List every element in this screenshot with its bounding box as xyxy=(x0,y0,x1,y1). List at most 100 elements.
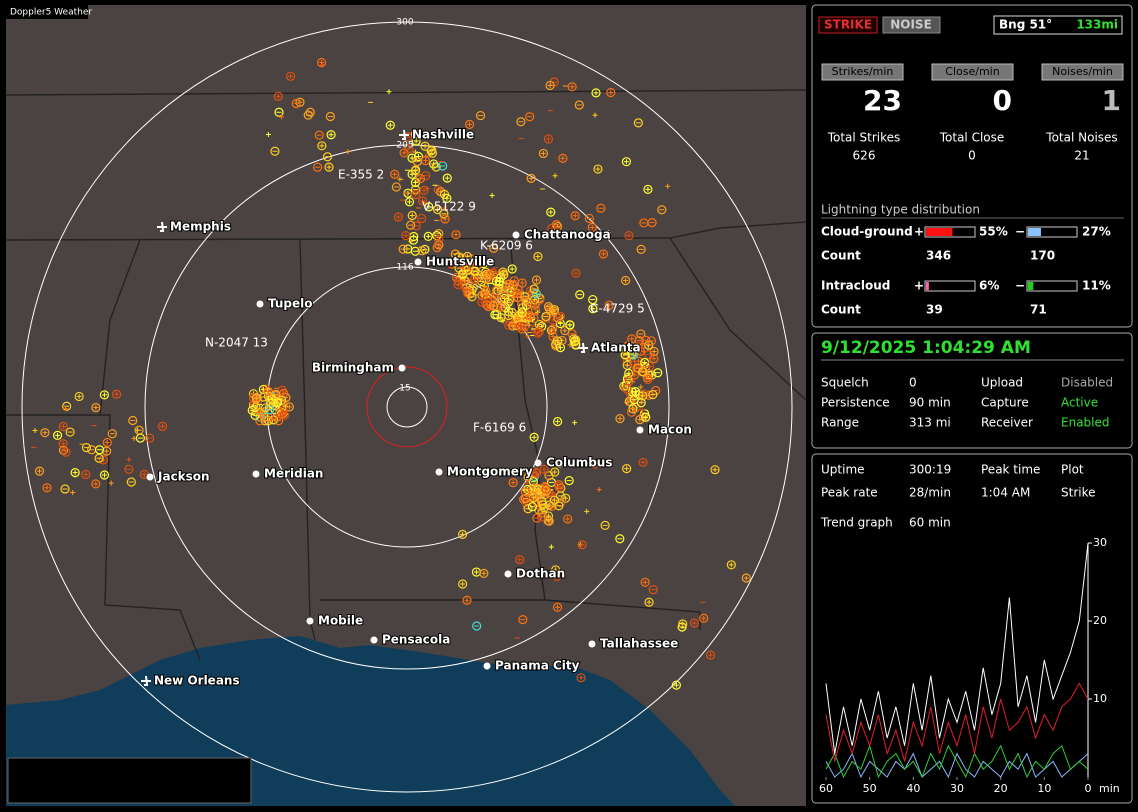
city-dot xyxy=(483,662,491,670)
strike-symbol xyxy=(549,306,559,316)
range-label: 116 xyxy=(396,263,413,273)
strike-symbol xyxy=(108,480,114,486)
strike-button[interactable] xyxy=(818,16,878,34)
strike-ring xyxy=(295,97,305,107)
strike-ring xyxy=(508,280,518,291)
rate-button[interactable] xyxy=(821,63,904,81)
rate-button[interactable] xyxy=(931,63,1014,81)
strike-symbol xyxy=(710,465,720,475)
trend-text: Peak rate xyxy=(821,486,878,500)
rate-button[interactable] xyxy=(1041,63,1124,81)
strike-ring xyxy=(410,166,420,176)
strike-ring xyxy=(432,204,443,215)
strike-symbol xyxy=(386,89,392,95)
strike-symbol xyxy=(273,91,283,101)
trend-text: Peak time xyxy=(981,463,1040,477)
strike-symbol xyxy=(60,484,70,494)
strike-ring xyxy=(622,463,632,474)
strike-ring xyxy=(624,368,634,379)
strike-symbol xyxy=(412,157,422,167)
strike-symbol xyxy=(644,597,654,607)
strike-symbol xyxy=(251,394,262,404)
strike-symbol xyxy=(91,479,101,489)
strike-symbol xyxy=(442,173,452,183)
bearing: Bng 51° xyxy=(999,18,1052,32)
y-tick-label: 20 xyxy=(1093,614,1107,627)
strike-ring xyxy=(475,110,486,121)
strike-ring xyxy=(429,159,439,169)
strike-symbol xyxy=(65,427,75,437)
strike-symbol xyxy=(699,613,709,623)
strike-ring xyxy=(464,119,475,129)
strike-ring xyxy=(509,276,519,286)
strike-symbol xyxy=(624,230,634,241)
strike-ring xyxy=(128,415,138,426)
strike-symbol xyxy=(552,571,562,582)
noise-button[interactable] xyxy=(882,16,941,34)
strike-ring xyxy=(539,503,549,513)
border xyxy=(5,89,807,96)
strike-symbol xyxy=(648,389,658,400)
strike-ring xyxy=(411,136,421,146)
strike-symbol xyxy=(393,212,403,222)
strike-ring xyxy=(641,412,651,422)
strike-symbol xyxy=(324,162,334,172)
strike-ring xyxy=(555,311,566,321)
strike-symbol xyxy=(99,390,110,400)
strike-ring xyxy=(615,413,625,424)
strike-ring xyxy=(135,433,145,443)
strike-ring xyxy=(529,432,539,442)
strike-symbol xyxy=(555,318,565,329)
strike-ring xyxy=(274,107,284,117)
strike-symbol xyxy=(312,162,323,172)
strike-ring xyxy=(589,459,600,469)
strike-symbol xyxy=(464,119,475,129)
strike-symbol xyxy=(576,673,586,683)
strike-symbol xyxy=(571,340,581,350)
strike-ring xyxy=(638,391,648,401)
strike-ring xyxy=(647,217,657,228)
strike-symbol xyxy=(126,457,132,463)
strike-ring xyxy=(615,534,625,544)
strike-ring xyxy=(458,270,468,280)
strike-symbol xyxy=(410,129,421,139)
rate-value: 0 xyxy=(993,84,1012,117)
strike-symbol xyxy=(526,173,536,183)
total-label: Total Noises xyxy=(1045,131,1117,145)
strike-ring xyxy=(417,196,428,206)
strike-symbol xyxy=(475,110,486,121)
strike-ring xyxy=(411,221,421,231)
strike-symbol xyxy=(479,568,489,578)
strike-ring xyxy=(431,162,441,172)
strike-symbol xyxy=(504,310,514,321)
sign: − xyxy=(1015,279,1025,293)
strike-ring xyxy=(636,329,646,339)
strike-symbol xyxy=(305,107,315,117)
strike-ring xyxy=(593,164,603,174)
strike-symbol xyxy=(584,508,590,514)
strike-ring xyxy=(584,213,594,224)
strike-symbol xyxy=(548,324,558,334)
strike-ring xyxy=(571,340,581,350)
storm-label: C-4729 5 xyxy=(590,302,645,316)
strike-symbol xyxy=(641,335,651,345)
strike-ring xyxy=(596,203,606,213)
strike-symbol xyxy=(508,321,518,331)
city-label: Meridian xyxy=(264,467,323,481)
percent-label: 6% xyxy=(979,279,999,293)
strike-ring xyxy=(91,479,101,489)
percent-bar xyxy=(1028,228,1041,236)
trend-line xyxy=(825,682,1089,762)
strike-symbol xyxy=(126,477,136,487)
strike-symbol xyxy=(74,391,84,402)
strike-symbol xyxy=(410,166,420,176)
trend-text: 1:04 AM xyxy=(981,486,1030,500)
strike-symbol xyxy=(426,146,436,156)
strike-ring xyxy=(439,209,449,219)
strike-symbol xyxy=(558,153,568,163)
strike-symbol xyxy=(248,400,254,406)
x-tick-label: 30 xyxy=(950,782,964,795)
strike-symbol xyxy=(421,171,431,181)
strike-ring xyxy=(689,618,699,628)
strike-symbol xyxy=(40,428,50,438)
